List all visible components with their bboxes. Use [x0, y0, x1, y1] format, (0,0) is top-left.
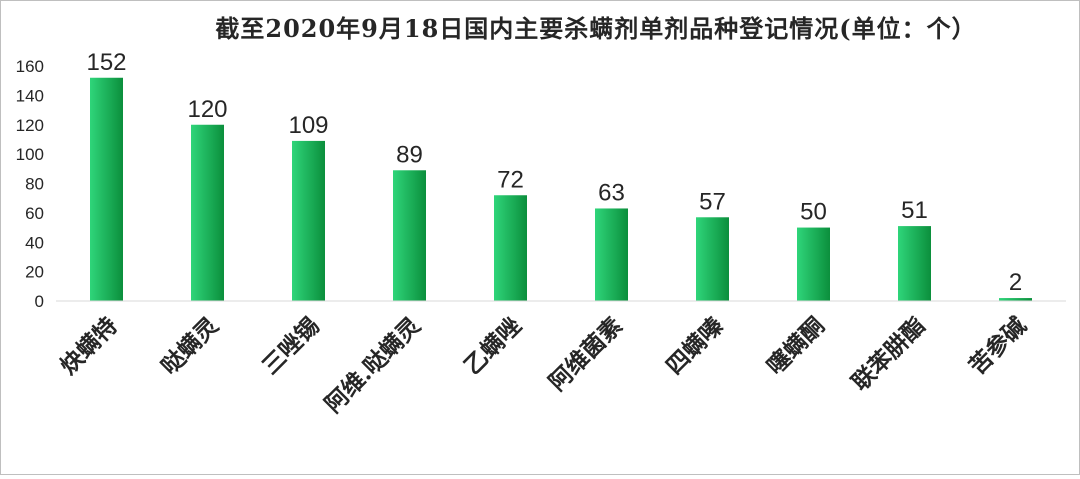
data-labels-group: 152 120 109 89 72 63 57 50 51 2	[86, 49, 1022, 296]
bar	[898, 226, 931, 301]
x-tick-label: 噻螨酮	[762, 312, 830, 380]
y-tick-label: 120	[16, 116, 44, 135]
y-tick-label: 160	[16, 57, 44, 76]
x-tick-label: 阿维.哒螨灵	[320, 311, 427, 418]
y-tick-label: 100	[16, 145, 44, 164]
data-label: 2	[1009, 269, 1022, 296]
x-tick-label: 哒螨灵	[156, 311, 225, 380]
x-tick-label: 三唑锡	[257, 312, 325, 380]
data-label: 63	[598, 179, 625, 206]
bar	[999, 298, 1032, 301]
x-tick-label: 阿维菌素	[544, 312, 628, 396]
y-tick-label: 80	[25, 175, 44, 194]
bar	[494, 195, 527, 301]
bar	[696, 217, 729, 301]
y-axis: 0 20 40 60 80 100 120 140 160	[16, 57, 44, 311]
x-tick-label: 炔螨特	[55, 312, 123, 380]
bar	[90, 77, 123, 301]
data-label: 50	[800, 199, 827, 226]
data-label: 57	[699, 188, 726, 215]
y-tick-label: 20	[25, 263, 44, 282]
data-label: 152	[86, 49, 126, 76]
y-tick-label: 40	[25, 233, 44, 252]
bar	[393, 170, 426, 301]
chart-title: 截至2020年9月18日国内主要杀螨剂单剂品种登记情况(单位：个）	[215, 14, 976, 43]
y-tick-label: 60	[25, 204, 44, 223]
bar	[191, 124, 224, 301]
data-label: 72	[497, 166, 524, 193]
x-tick-label: 四螨嗪	[661, 312, 729, 380]
data-label: 89	[396, 141, 423, 168]
x-tick-label: 联苯肼酯	[847, 312, 931, 396]
y-tick-label: 0	[35, 292, 44, 311]
data-label: 120	[187, 96, 227, 123]
bar	[595, 208, 628, 301]
x-tick-label: 苦参碱	[964, 312, 1032, 380]
data-label: 109	[288, 112, 328, 139]
bar	[292, 140, 325, 301]
data-label: 51	[901, 197, 928, 224]
bar	[797, 227, 830, 301]
y-tick-label: 140	[16, 86, 44, 105]
x-tick-label: 乙螨唑	[459, 312, 527, 380]
bars-group	[90, 77, 1032, 301]
